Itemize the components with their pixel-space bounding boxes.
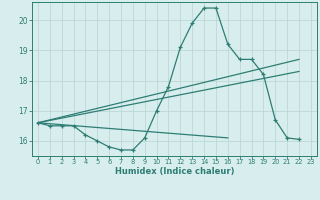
X-axis label: Humidex (Indice chaleur): Humidex (Indice chaleur) bbox=[115, 167, 234, 176]
